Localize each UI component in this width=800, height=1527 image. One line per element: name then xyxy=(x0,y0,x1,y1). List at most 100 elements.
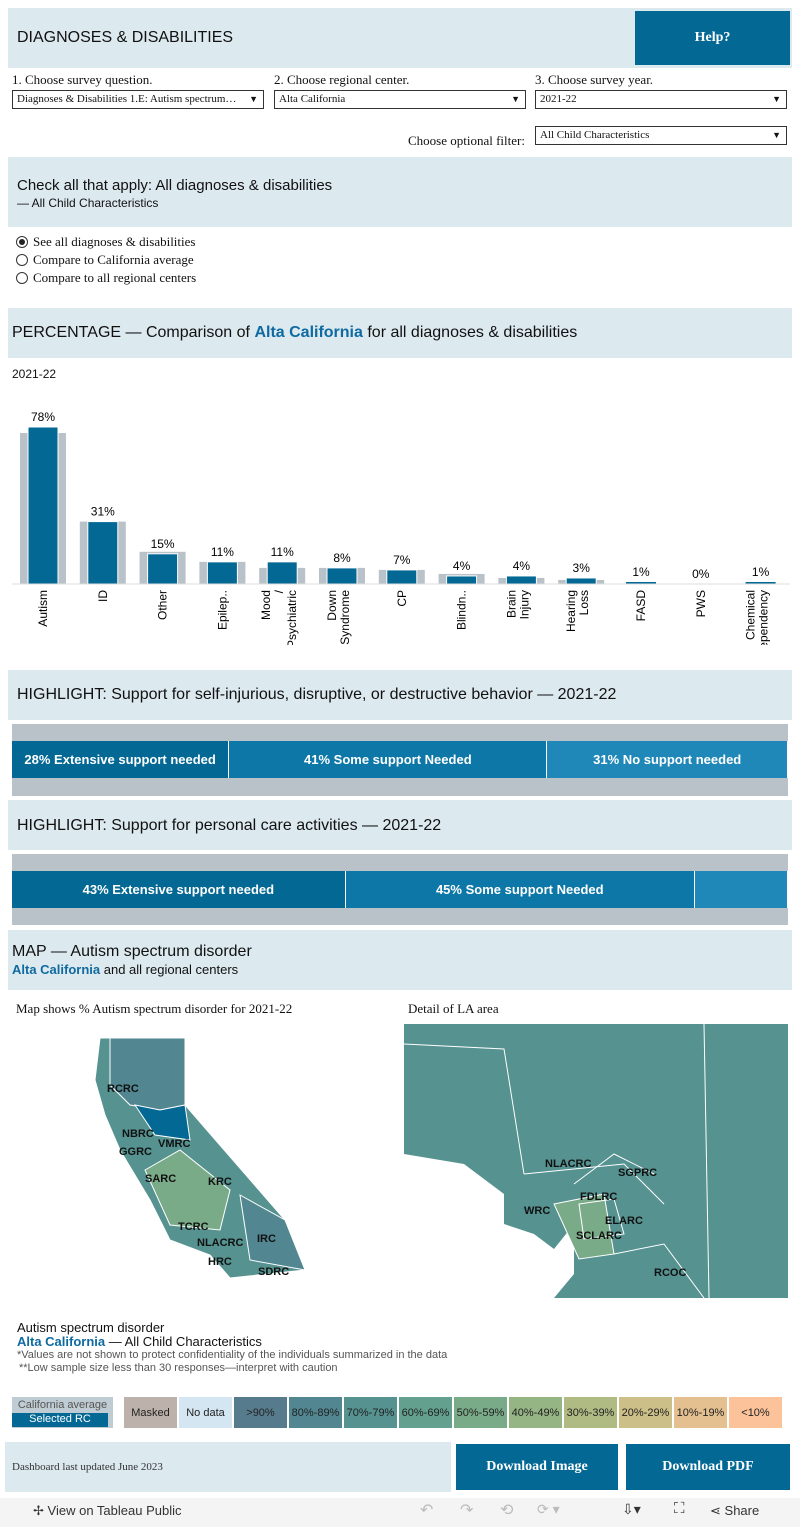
bar-value-label: 8% xyxy=(333,551,351,565)
fullscreen-icon[interactable]: ⛶ xyxy=(674,1500,685,1517)
radio-compare-ca[interactable]: Compare to California average xyxy=(16,252,194,268)
selected-rc-bar[interactable] xyxy=(147,553,179,585)
map-label: TCRC xyxy=(178,1221,209,1233)
selected-rc-bar[interactable] xyxy=(386,569,418,585)
help-button[interactable]: Help? xyxy=(635,11,790,65)
la-caption: Detail of LA area xyxy=(408,1001,499,1016)
refresh-icon[interactable]: ⟳ ▾ xyxy=(537,1501,560,1517)
note-2: **Low sample size less than 30 responses… xyxy=(19,1362,338,1374)
legend-swatch: 20%-29% xyxy=(619,1397,672,1428)
notes-rc-name: Alta California xyxy=(17,1334,106,1349)
support-segment[interactable]: 28% Extensive support needed xyxy=(12,741,230,778)
category-label: HearingLoss xyxy=(564,590,591,632)
selected-rc-bar[interactable] xyxy=(745,581,776,584)
percentage-header xyxy=(8,308,792,358)
bar-value-label: 0% xyxy=(692,567,710,581)
bar-value-label: 78% xyxy=(31,410,55,424)
legend-selected-rc: Selected RC xyxy=(12,1413,108,1427)
notes-title: Autism spectrum disorder xyxy=(17,1320,165,1335)
rc-dropdown[interactable]: Alta California ▼ xyxy=(274,90,526,109)
map-label: FDLRC xyxy=(580,1191,617,1203)
optional-filter-label: Choose optional filter: xyxy=(408,133,525,148)
radio-icon xyxy=(16,254,28,266)
legend-swatch: 60%-69% xyxy=(399,1397,452,1428)
map-label: SCLARC xyxy=(576,1230,622,1242)
map-title: MAP — Autism spectrum disorder xyxy=(12,943,252,960)
note-1: *Values are not shown to protect confide… xyxy=(17,1349,448,1361)
question-dropdown[interactable]: Diagnoses & Disabilities 1.E: Autism spe… xyxy=(12,90,264,109)
footer-bar xyxy=(5,1442,451,1492)
support-segment[interactable]: 41% Some support Needed xyxy=(229,741,548,778)
share-button[interactable]: ⋖ Share xyxy=(710,1503,759,1519)
selected-rc-bar[interactable] xyxy=(27,426,59,585)
radio-label: Compare to all regional centers xyxy=(33,270,197,285)
legend-ca: California average Selected RC xyxy=(12,1397,113,1428)
map-label: SARC xyxy=(145,1173,176,1185)
radio-label: See all diagnoses & disabilities xyxy=(33,234,196,249)
year-dropdown[interactable]: 2021-22 ▼ xyxy=(535,90,787,109)
tableau-icon: ✢ xyxy=(33,1503,44,1518)
selected-rc-bar[interactable] xyxy=(565,577,597,585)
redo-icon[interactable]: ↷ xyxy=(460,1502,474,1519)
download-pdf-button[interactable]: Download PDF xyxy=(626,1444,790,1490)
bar-value-label: 1% xyxy=(752,565,770,579)
optional-filter-dropdown[interactable]: All Child Characteristics ▼ xyxy=(535,126,787,145)
page-title: DIAGNOSES & DISABILITIES xyxy=(17,29,234,46)
view-on-tableau-link[interactable]: ✢ View on Tableau Public xyxy=(33,1503,181,1519)
support-segment[interactable]: 31% No support needed xyxy=(547,741,788,778)
california-map[interactable]: RCRC NBRC GGRC VMRC SARC KRC TCRC NLACRC… xyxy=(90,1030,320,1290)
category-label: ChemicalDependency xyxy=(744,590,771,645)
download-image-button[interactable]: Download Image xyxy=(456,1444,618,1490)
legend-swatch: 50%-59% xyxy=(454,1397,507,1428)
category-label: Epilep.. xyxy=(215,590,229,630)
radio-see-all[interactable]: See all diagnoses & disabilities xyxy=(16,234,195,250)
optional-filter-value: All Child Characteristics xyxy=(540,129,650,141)
support-segment[interactable] xyxy=(694,871,788,908)
bar-value-label: 4% xyxy=(453,559,471,573)
question-title: Check all that apply: All diagnoses & di… xyxy=(17,177,333,194)
revert-icon[interactable]: ⟲ xyxy=(500,1502,514,1519)
selected-rc-bar[interactable] xyxy=(326,567,358,585)
la-detail-map[interactable]: NLACRC SGPRC FDLRC WRC ELARC SCLARC RCOC xyxy=(404,1024,788,1298)
radio-compare-all[interactable]: Compare to all regional centers xyxy=(16,270,196,286)
download-icon[interactable]: ⇩▾ xyxy=(622,1501,641,1517)
bar-value-label: 11% xyxy=(211,545,234,559)
map-sub: and all regional centers xyxy=(100,962,239,977)
title-rc: Alta California xyxy=(254,324,363,341)
support-segment[interactable]: 45% Some support Needed xyxy=(345,871,695,908)
category-label: CP xyxy=(395,590,409,607)
map-label: IRC xyxy=(257,1233,276,1245)
undo-icon[interactable]: ↶ xyxy=(420,1502,434,1519)
category-label: Blindn.. xyxy=(455,590,469,630)
radio-icon xyxy=(16,272,28,284)
rc-value: Alta California xyxy=(279,93,346,105)
map-labels: RCRC NBRC GGRC VMRC SARC KRC TCRC NLACRC… xyxy=(107,1083,289,1278)
map-label: GGRC xyxy=(119,1146,152,1158)
legend-swatch: 70%-79% xyxy=(344,1397,397,1428)
bar-chart: 78% Autism 31% ID 15% Other 11% Epilep.. 11% Mood… xyxy=(12,410,790,645)
legend-swatch: 10%-19% xyxy=(674,1397,727,1428)
share-icon: ⋖ xyxy=(710,1503,721,1518)
notes-rc: Alta California — All Child Characterist… xyxy=(17,1334,262,1349)
legend-swatch: 80%-89% xyxy=(289,1397,342,1428)
selected-rc-bar[interactable] xyxy=(87,521,119,585)
map-label: RCOC xyxy=(654,1267,686,1279)
year-value: 2021-22 xyxy=(540,93,577,105)
support-segment[interactable]: 43% Extensive support needed xyxy=(12,871,346,908)
selected-rc-bar[interactable] xyxy=(446,575,478,585)
selected-rc-bar[interactable] xyxy=(626,581,656,584)
legend-swatch: No data xyxy=(179,1397,232,1428)
chevron-down-icon: ▼ xyxy=(772,130,781,140)
tableau-toolbar xyxy=(0,1498,800,1527)
bar-value-label: 4% xyxy=(513,559,531,573)
highlight1-title: HIGHLIGHT: Support for self-injurious, d… xyxy=(17,686,617,703)
selected-rc-bar[interactable] xyxy=(206,561,238,585)
highlight2-header xyxy=(8,800,792,850)
radio-icon xyxy=(16,236,28,248)
selected-rc-bar[interactable] xyxy=(505,575,537,585)
selected-rc-bar[interactable] xyxy=(266,561,298,585)
bar-value-label: 7% xyxy=(393,553,411,567)
map-label: VMRC xyxy=(158,1138,190,1150)
map-header xyxy=(8,930,792,990)
rc-label: 2. Choose regional center. xyxy=(274,72,410,87)
